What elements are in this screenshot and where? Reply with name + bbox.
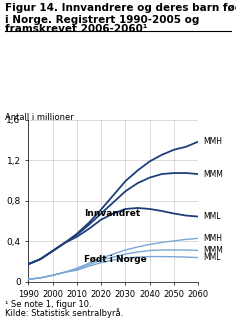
Text: Innvandret: Innvandret <box>84 209 140 217</box>
Text: MMM: MMM <box>203 169 223 179</box>
Text: Født i Norge: Født i Norge <box>84 255 147 264</box>
Text: MMH: MMH <box>203 234 222 243</box>
Text: ¹ Se note 1, figur 10.: ¹ Se note 1, figur 10. <box>5 300 91 309</box>
Text: Kilde: Statistisk sentralbyrå.: Kilde: Statistisk sentralbyrå. <box>5 308 123 318</box>
Text: MMH: MMH <box>203 137 222 146</box>
Text: Figur 14. Innvandrere og deres barn født: Figur 14. Innvandrere og deres barn født <box>5 3 236 13</box>
Text: MMM: MMM <box>203 246 223 255</box>
Text: Antall i millioner: Antall i millioner <box>5 113 73 122</box>
Text: framskrevet 2006-2060¹: framskrevet 2006-2060¹ <box>5 24 147 34</box>
Text: MML: MML <box>203 253 221 262</box>
Text: MML: MML <box>203 212 221 221</box>
Text: i Norge. Registrert 1990-2005 og: i Norge. Registrert 1990-2005 og <box>5 15 199 25</box>
